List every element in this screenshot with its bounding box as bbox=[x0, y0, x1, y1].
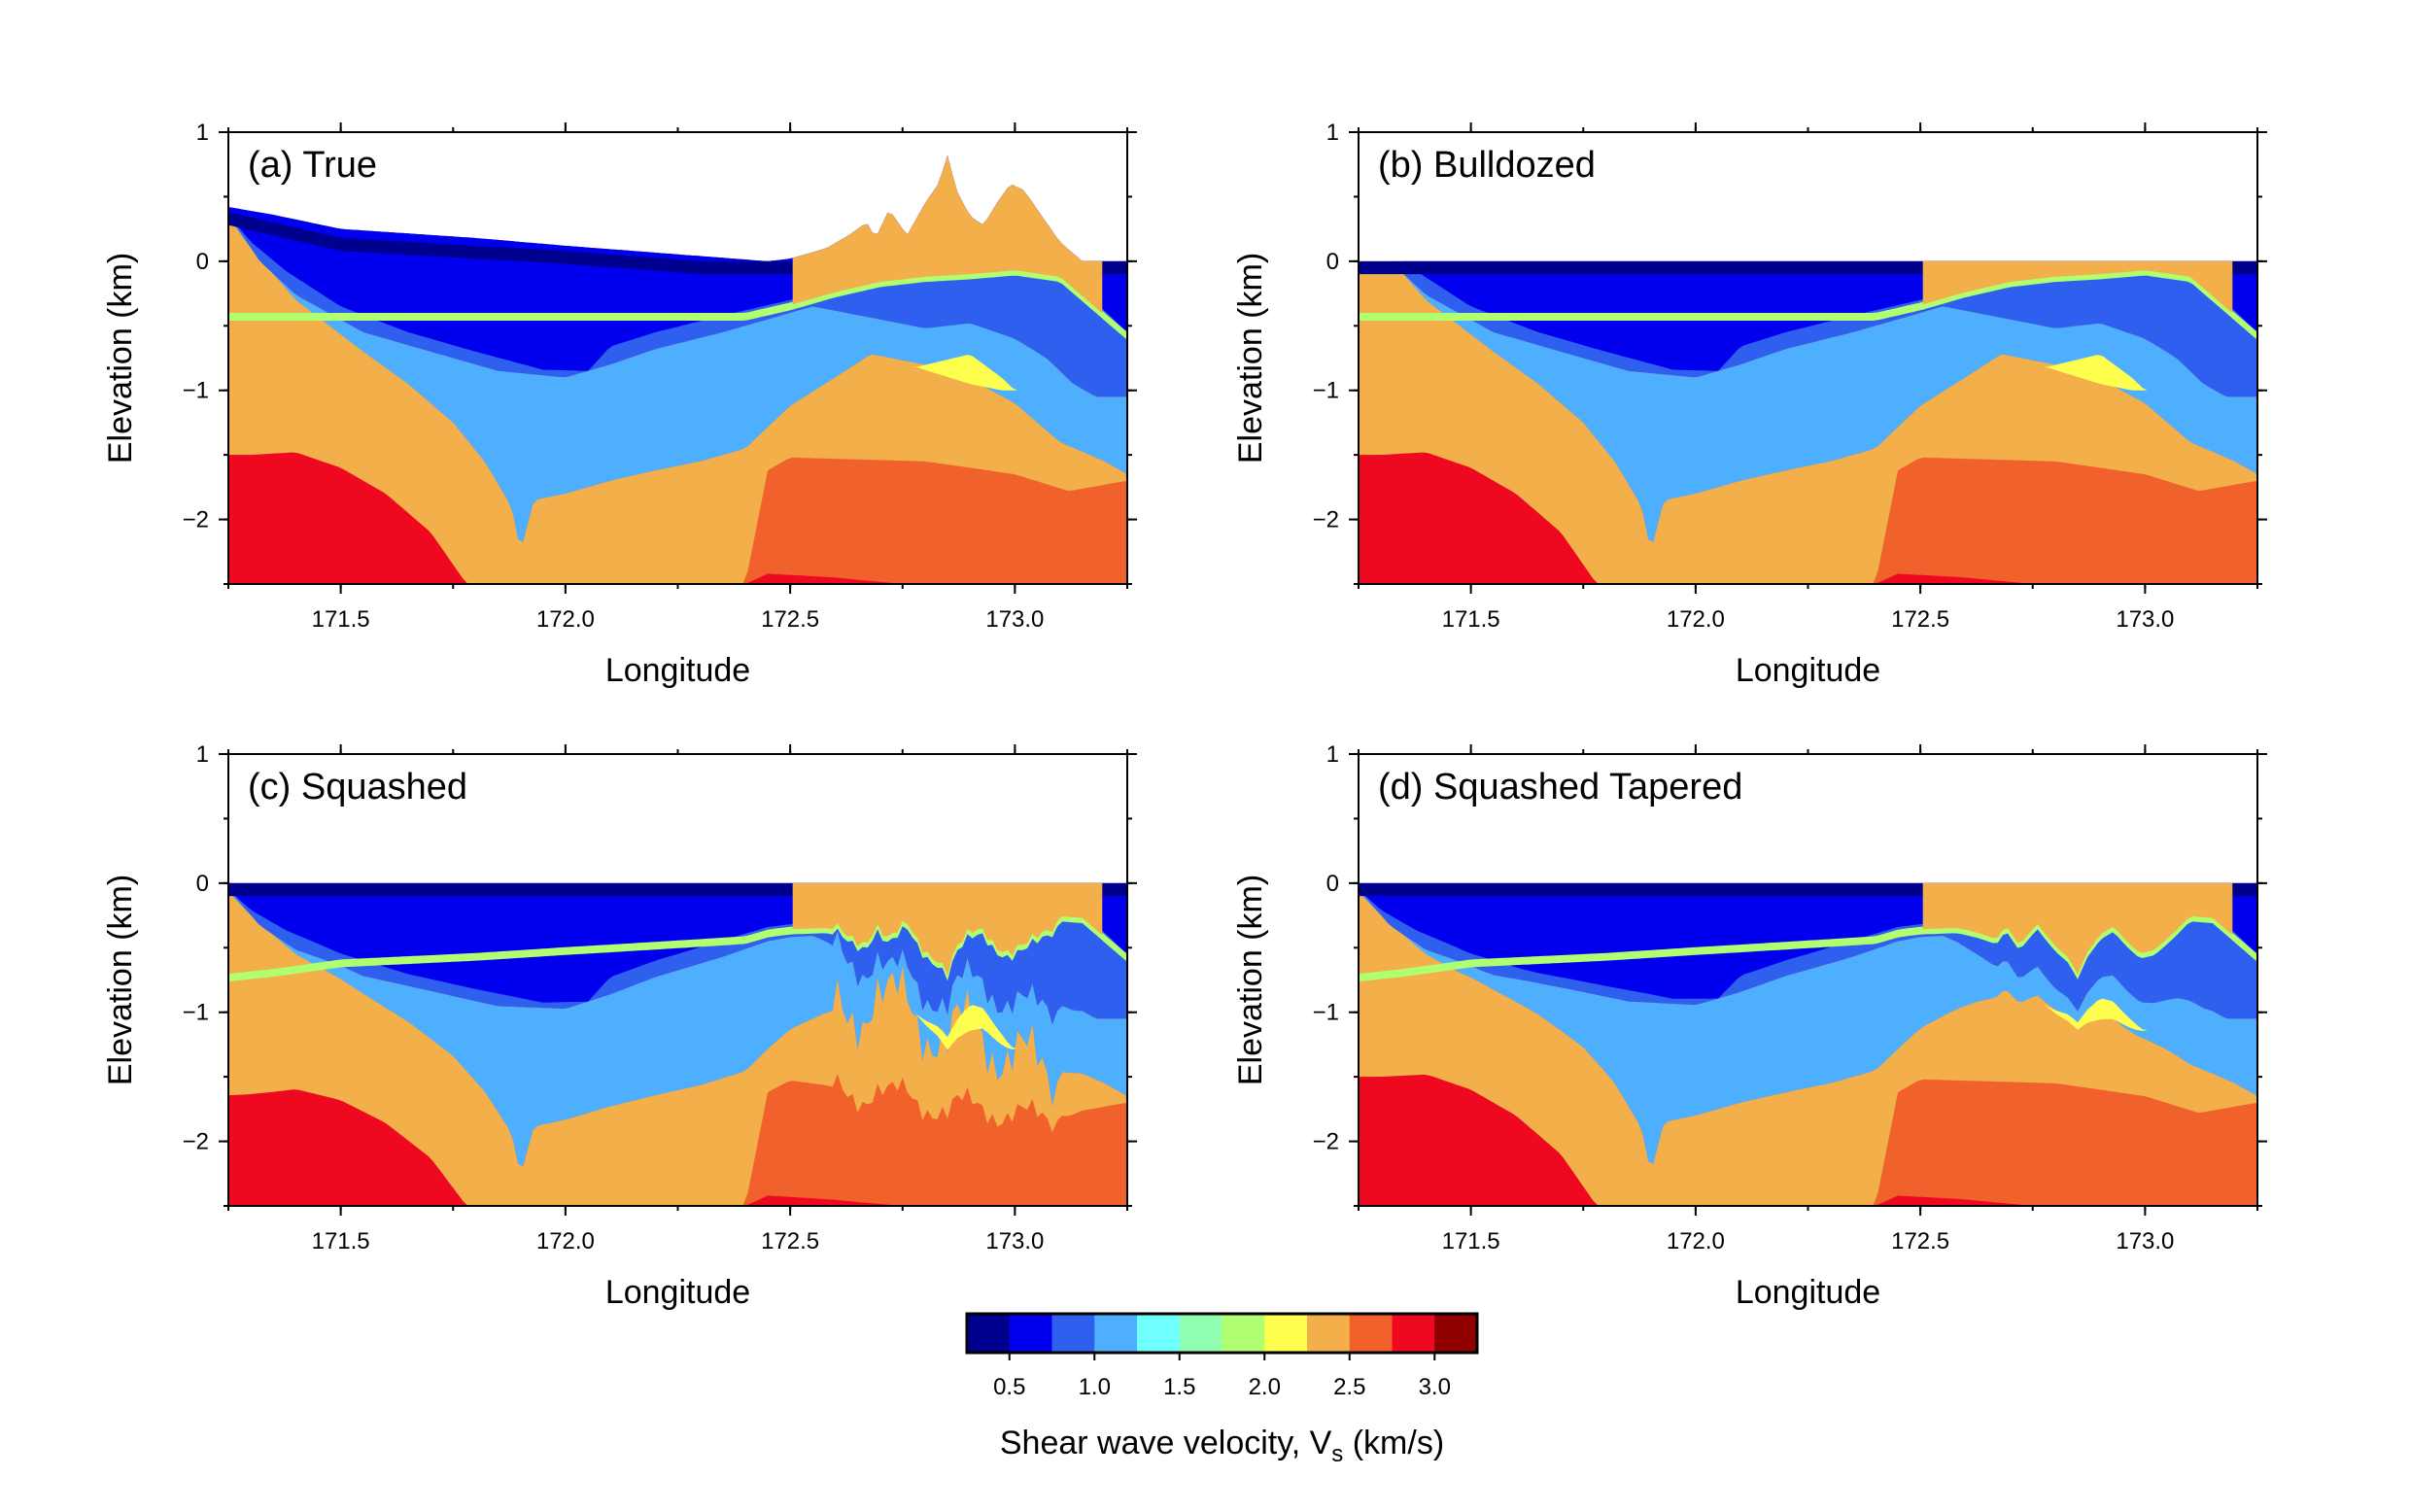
y-tick-label: 1 bbox=[1326, 741, 1339, 768]
velocity-section bbox=[228, 882, 1127, 1206]
x-tick-label: 171.5 bbox=[1442, 1228, 1500, 1254]
y-axis-title: Elevation (km) bbox=[102, 253, 139, 464]
colorbar-frame bbox=[965, 1312, 1479, 1355]
x-tick-label: 171.5 bbox=[312, 1228, 370, 1254]
colorbar-tick-label: 1.0 bbox=[1079, 1374, 1111, 1400]
y-tick-label: 0 bbox=[196, 249, 209, 275]
colorbar-swatch bbox=[1434, 1314, 1478, 1353]
panel-title: (d) Squashed Tapered bbox=[1378, 767, 1742, 808]
panel-title: (a) True bbox=[248, 145, 377, 186]
colorbar-tick-label: 2.5 bbox=[1333, 1374, 1365, 1400]
x-tick-label: 173.0 bbox=[2116, 1228, 2174, 1254]
x-tick-label: 172.0 bbox=[536, 606, 595, 633]
layer-1.0-km-s bbox=[228, 889, 1127, 1167]
x-tick-label: 172.0 bbox=[536, 1228, 595, 1254]
y-tick-label: −2 bbox=[1313, 507, 1339, 533]
layer-2.0-km-s bbox=[1359, 355, 2257, 391]
x-tick-label: 172.5 bbox=[761, 1228, 819, 1254]
ridge-2.25-km-s bbox=[792, 155, 1103, 314]
x-axis-title: Longitude bbox=[1736, 1274, 1880, 1311]
velocity-section bbox=[1359, 882, 2257, 1206]
y-tick-label: −2 bbox=[183, 1129, 209, 1155]
colorbar-swatch bbox=[1094, 1314, 1138, 1353]
layer-2.25-km-s bbox=[1359, 892, 2257, 1206]
y-tick-label: 1 bbox=[1326, 120, 1339, 146]
colorbar-swatch bbox=[1264, 1314, 1308, 1353]
x-tick-label: 173.0 bbox=[2116, 606, 2174, 633]
x-tick-label: 172.5 bbox=[761, 606, 819, 633]
layer-2.75-km-s bbox=[228, 1089, 1127, 1206]
panel-title: (b) Bulldozed bbox=[1378, 145, 1596, 186]
layer-1.75-km-s bbox=[1359, 913, 2257, 982]
x-axis-title: Longitude bbox=[605, 1274, 750, 1311]
x-tick-label: 172.0 bbox=[1667, 1228, 1725, 1254]
x-tick-label: 172.5 bbox=[1891, 606, 1949, 633]
y-tick-label: 0 bbox=[196, 871, 209, 897]
y-tick-label: −1 bbox=[1313, 1000, 1339, 1026]
layer-2.75-km-s bbox=[1359, 452, 2257, 584]
velocity-section bbox=[1359, 260, 2257, 584]
layer-2.25-km-s bbox=[228, 892, 1127, 1206]
colorbar-swatch bbox=[1179, 1314, 1222, 1353]
x-tick-label: 173.0 bbox=[985, 1228, 1044, 1254]
layer-1.0-km-s bbox=[1359, 889, 2257, 1164]
y-tick-label: −2 bbox=[183, 507, 209, 533]
colorbar-swatch bbox=[1392, 1314, 1435, 1353]
velocity-section bbox=[228, 155, 1127, 584]
y-axis-title: Elevation (km) bbox=[1232, 253, 1269, 464]
x-axis-title: Longitude bbox=[605, 652, 750, 689]
colorbar-swatch bbox=[1349, 1314, 1393, 1353]
y-tick-label: −1 bbox=[1313, 378, 1339, 404]
y-tick-label: −1 bbox=[183, 378, 209, 404]
x-axis-title: Longitude bbox=[1736, 652, 1880, 689]
layer-2.75-km-s bbox=[1359, 1074, 2257, 1206]
colorbar-title: Shear wave velocity, Vs (km/s) bbox=[1000, 1425, 1444, 1467]
colorbar-tick-label: 1.5 bbox=[1163, 1374, 1195, 1400]
panel-squashed: 171.5 172.0 172.5 173.0 1 0 −1 −2 Longitude Eleva… bbox=[102, 741, 1137, 1311]
colorbar-swatch bbox=[1009, 1314, 1052, 1353]
y-tick-label: −1 bbox=[183, 1000, 209, 1026]
layer-1.75-km-s bbox=[228, 267, 1127, 340]
colorbar-swatch bbox=[1222, 1314, 1265, 1353]
x-tick-label: 172.5 bbox=[1891, 1228, 1949, 1254]
panel-tapered: 171.5 172.0 172.5 173.0 1 0 −1 −2 Longitude Eleva… bbox=[1232, 741, 2267, 1311]
layer-1.75-km-s bbox=[228, 913, 1127, 982]
y-tick-label: 1 bbox=[196, 741, 209, 768]
panel-title: (c) Squashed bbox=[248, 767, 467, 808]
layer-2.25-km-s bbox=[1359, 260, 2257, 584]
y-axis-title: Elevation (km) bbox=[1232, 875, 1269, 1085]
layer-1.0-km-s bbox=[228, 215, 1127, 542]
ridge-2.25-km-s bbox=[1922, 882, 2233, 975]
panel-bulldozed: 171.5 172.0 172.5 173.0 1 0 −1 −2 Longitude Eleva… bbox=[1232, 120, 2267, 689]
colorbar-swatch bbox=[1307, 1314, 1351, 1353]
layer-1.75-km-s bbox=[1359, 267, 2257, 340]
colorbar: 0.5 1.0 1.5 2.0 2.5 3.0 Shear wave velocity, V… bbox=[965, 1312, 1479, 1467]
layer-1.0-km-s bbox=[1359, 260, 2257, 542]
panels: 171.5 172.0 172.5 173.0 1 0 −1 −2 Longitude Eleva… bbox=[102, 120, 2267, 1311]
y-tick-label: 0 bbox=[1326, 871, 1339, 897]
y-axis-title: Elevation (km) bbox=[102, 875, 139, 1085]
layer-2.75-km-s bbox=[228, 452, 1127, 584]
panel-true: 171.5 172.0 172.5 173.0 1 0 −1 −2 Longitude Eleva… bbox=[102, 120, 1137, 689]
ridge-2.25-km-s bbox=[792, 882, 1103, 977]
colorbar-tick-label: 3.0 bbox=[1419, 1374, 1451, 1400]
colorbar-swatch bbox=[1137, 1314, 1181, 1353]
ridge-2.25-km-s bbox=[1922, 260, 2233, 314]
layer-2.0-km-s bbox=[228, 355, 1127, 391]
layer-2.25-km-s bbox=[228, 217, 1127, 584]
y-tick-label: −2 bbox=[1313, 1129, 1339, 1155]
y-tick-label: 0 bbox=[1326, 249, 1339, 275]
colorbar-swatch bbox=[967, 1314, 1011, 1353]
colorbar-swatch bbox=[1051, 1314, 1095, 1353]
x-tick-label: 173.0 bbox=[985, 606, 1044, 633]
x-tick-label: 171.5 bbox=[1442, 606, 1500, 633]
x-tick-label: 172.0 bbox=[1667, 606, 1725, 633]
y-tick-label: 1 bbox=[196, 120, 209, 146]
colorbar-tick-label: 0.5 bbox=[993, 1374, 1025, 1400]
x-tick-label: 171.5 bbox=[312, 606, 370, 633]
colorbar-tick-label: 2.0 bbox=[1249, 1374, 1281, 1400]
